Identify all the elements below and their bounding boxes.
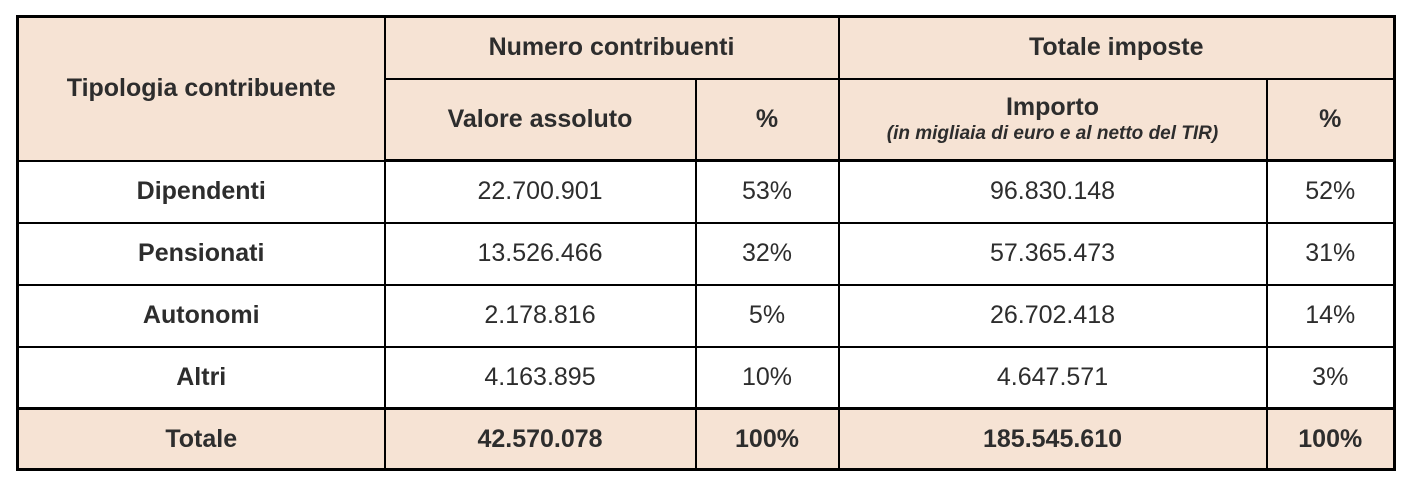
table-row-autonomi: Autonomi 2.178.816 5% 26.702.418 14% (16, 283, 1396, 348)
contribuenti-table-container: Tipologia contribuente Numero contribuen… (16, 15, 1396, 471)
cell-valore-assoluto: 13.526.466 (383, 221, 697, 286)
total-label: Totale (16, 407, 386, 471)
table-row-dipendenti: Dipendenti 22.700.901 53% 96.830.148 52% (16, 159, 1396, 224)
header-importo: Importo (in migliaia di euro e al netto … (837, 77, 1268, 162)
cell-importo: 4.647.571 (837, 345, 1268, 410)
cell-importo: 57.365.473 (837, 221, 1268, 286)
cell-pct-contribuenti: 5% (694, 283, 840, 348)
cell-importo: 96.830.148 (837, 159, 1268, 224)
total-valore-assoluto: 42.570.078 (383, 407, 697, 471)
cell-valore-assoluto: 4.163.895 (383, 345, 697, 410)
row-label: Pensionati (16, 221, 386, 286)
total-pct-imposte: 100% (1265, 407, 1396, 471)
table-row-pensionati: Pensionati 13.526.466 32% 57.365.473 31% (16, 221, 1396, 286)
cell-pct-imposte: 3% (1265, 345, 1396, 410)
cell-pct-contribuenti: 10% (694, 345, 840, 410)
header-importo-note: (in migliaia di euro e al netto del TIR) (886, 123, 1219, 145)
row-label: Autonomi (16, 283, 386, 348)
header-importo-label: Importo (1005, 93, 1100, 122)
total-pct-contribuenti: 100% (694, 407, 840, 471)
total-importo: 185.545.610 (837, 407, 1268, 471)
row-label: Dipendenti (16, 159, 386, 224)
cell-pct-imposte: 52% (1265, 159, 1396, 224)
cell-importo: 26.702.418 (837, 283, 1268, 348)
table-row-altri: Altri 4.163.895 10% 4.647.571 3% (16, 345, 1396, 410)
cell-pct-contribuenti: 32% (694, 221, 840, 286)
table-header: Tipologia contribuente Numero contribuen… (16, 15, 1396, 162)
cell-valore-assoluto: 22.700.901 (383, 159, 697, 224)
header-tipologia-contribuente: Tipologia contribuente (16, 15, 386, 162)
cell-pct-contribuenti: 53% (694, 159, 840, 224)
header-valore-assoluto: Valore assoluto (383, 77, 697, 162)
header-pct-contribuenti: % (694, 77, 840, 162)
header-group-row: Tipologia contribuente Numero contribuen… (16, 15, 1396, 162)
header-group-totale-imposte: Totale imposte (837, 15, 1396, 80)
header-pct-imposte: % (1265, 77, 1396, 162)
table-row-totale: Totale 42.570.078 100% 185.545.610 100% (16, 407, 1396, 471)
row-label: Altri (16, 345, 386, 410)
header-sub-row: Valore assoluto % Importo (in migliaia d… (18, 77, 1396, 162)
cell-pct-imposte: 31% (1265, 221, 1396, 286)
table-body: Dipendenti 22.700.901 53% 96.830.148 52%… (16, 159, 1396, 471)
cell-pct-imposte: 14% (1265, 283, 1396, 348)
contribuenti-imposte-table: Tipologia contribuente Numero contribuen… (16, 15, 1396, 471)
cell-valore-assoluto: 2.178.816 (383, 283, 697, 348)
header-group-numero-contribuenti: Numero contribuenti (383, 15, 840, 80)
